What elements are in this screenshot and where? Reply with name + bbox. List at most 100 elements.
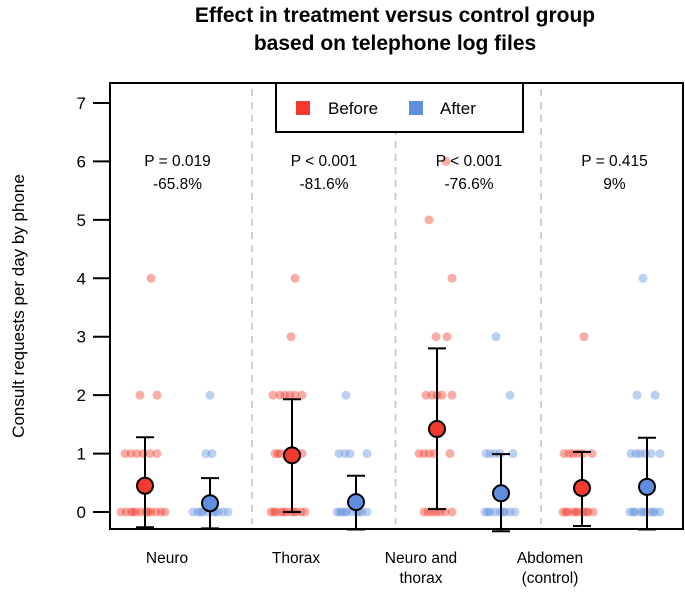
before-data-point bbox=[145, 449, 155, 459]
after-data-point bbox=[632, 390, 642, 400]
after-data-point bbox=[646, 449, 656, 459]
before-data-point bbox=[297, 390, 307, 400]
after-data-point bbox=[500, 507, 510, 517]
effect-size-label: -76.6% bbox=[444, 176, 493, 193]
after-data-point bbox=[340, 449, 350, 459]
after-data-point bbox=[332, 507, 342, 517]
before-data-point bbox=[424, 449, 434, 459]
y-tick-label: 7 bbox=[77, 94, 86, 113]
before-data-point bbox=[559, 449, 569, 459]
before-data-point bbox=[156, 507, 166, 517]
before-data-point bbox=[558, 507, 568, 517]
before-mean-dot bbox=[428, 420, 446, 439]
after-data-point bbox=[205, 390, 215, 400]
after-data-point bbox=[337, 507, 347, 517]
before-data-point bbox=[583, 507, 593, 517]
y-tick-label: 1 bbox=[77, 445, 86, 464]
after-data-point bbox=[630, 507, 640, 517]
after-data-point bbox=[362, 449, 372, 459]
before-data-point bbox=[419, 507, 429, 517]
chart-title-line1: Effect in treatment versus control group bbox=[194, 4, 596, 27]
legend-box bbox=[275, 82, 524, 133]
after-data-point bbox=[505, 507, 515, 517]
y-tick-label: 3 bbox=[77, 328, 86, 347]
before-mean-dot bbox=[136, 476, 154, 495]
before-data-point bbox=[286, 332, 296, 342]
before-data-point bbox=[135, 390, 145, 400]
before-data-point bbox=[571, 507, 581, 517]
effect-size-label: -81.6% bbox=[299, 176, 348, 193]
x-group-label: thorax bbox=[399, 570, 442, 587]
effect-size-label: -65.8% bbox=[153, 176, 202, 193]
x-group-label: Neuro bbox=[146, 550, 188, 567]
before-data-point bbox=[579, 332, 589, 342]
before-data-point bbox=[146, 507, 156, 517]
before-data-point bbox=[136, 507, 146, 517]
before-data-point bbox=[441, 156, 451, 166]
after-data-point bbox=[485, 507, 495, 517]
x-group-label: (control) bbox=[522, 570, 579, 587]
p-value-label: P < 0.001 bbox=[436, 153, 503, 170]
after-data-point bbox=[483, 507, 493, 517]
after-data-point bbox=[188, 507, 198, 517]
p-value-label: P = 0.019 bbox=[144, 153, 211, 170]
before-data-point bbox=[275, 390, 285, 400]
before-data-point bbox=[146, 273, 156, 283]
p-value-label: P < 0.001 bbox=[291, 153, 358, 170]
after-data-point bbox=[626, 449, 636, 459]
before-data-point bbox=[121, 507, 131, 517]
after-mean-dot bbox=[492, 484, 510, 503]
before-data-point bbox=[445, 449, 455, 459]
before-data-point bbox=[419, 449, 429, 459]
after-data-point bbox=[335, 507, 345, 517]
before-data-point bbox=[290, 273, 300, 283]
after-data-point bbox=[342, 507, 352, 517]
before-data-point bbox=[431, 332, 441, 342]
before-data-point bbox=[128, 507, 138, 517]
y-tick-label: 6 bbox=[77, 152, 86, 171]
before-mean-dot bbox=[283, 446, 301, 465]
before-data-point bbox=[160, 507, 170, 517]
before-data-point bbox=[126, 449, 136, 459]
after-data-point bbox=[201, 449, 211, 459]
before-data-point bbox=[126, 507, 136, 517]
before-data-point bbox=[414, 449, 424, 459]
x-group-label: Abdomen bbox=[517, 550, 583, 567]
before-data-point bbox=[437, 390, 447, 400]
before-data-point bbox=[442, 332, 452, 342]
plot-box bbox=[109, 82, 684, 530]
x-group-label: Thorax bbox=[272, 550, 320, 567]
after-data-point bbox=[196, 507, 206, 517]
before-data-point bbox=[266, 507, 276, 517]
after-data-point bbox=[631, 449, 641, 459]
before-data-point bbox=[581, 507, 591, 517]
after-data-point bbox=[341, 390, 351, 400]
before-data-point bbox=[421, 390, 431, 400]
before-data-point bbox=[152, 390, 162, 400]
before-data-point bbox=[276, 507, 286, 517]
y-tick-label: 2 bbox=[77, 386, 86, 405]
before-data-point bbox=[561, 507, 571, 517]
after-data-point bbox=[655, 507, 665, 517]
before-data-point bbox=[563, 507, 573, 517]
before-data-point bbox=[271, 507, 281, 517]
legend-label-after: After bbox=[440, 99, 476, 118]
before-data-point bbox=[273, 449, 283, 459]
after-data-point bbox=[491, 332, 501, 342]
before-data-point bbox=[152, 449, 162, 459]
chart-title: Effect in treatment versus control group… bbox=[105, 2, 685, 58]
y-tick-label: 5 bbox=[77, 211, 86, 230]
after-data-point bbox=[193, 507, 203, 517]
after-data-point bbox=[638, 507, 648, 517]
y-tick-label: 0 bbox=[77, 503, 86, 522]
after-data-point bbox=[635, 449, 645, 459]
after-data-point bbox=[655, 449, 665, 459]
after-data-point bbox=[340, 507, 350, 517]
before-data-point bbox=[427, 390, 437, 400]
before-data-point bbox=[290, 390, 300, 400]
legend-label-before: Before bbox=[328, 99, 378, 118]
before-data-point bbox=[151, 507, 161, 517]
y-tick-label: 4 bbox=[77, 269, 86, 288]
